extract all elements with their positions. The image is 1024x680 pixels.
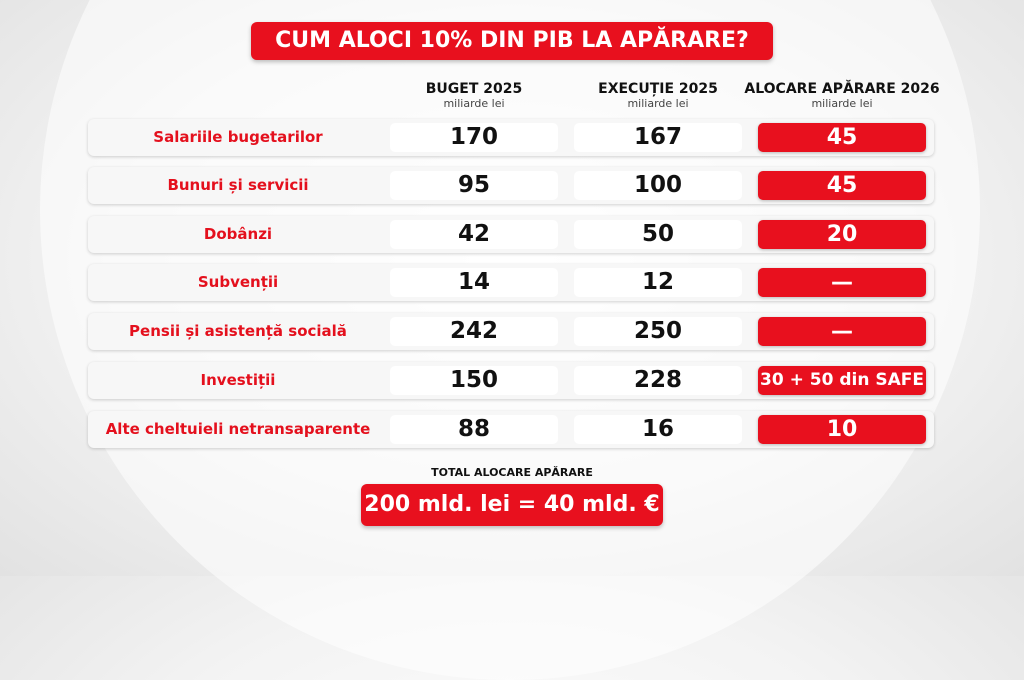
column-header-alocare: ALOCARE APĂRARE 2026 miliarde lei bbox=[742, 81, 942, 110]
column-header-executie-unit: miliarde lei bbox=[627, 97, 689, 110]
row-label: Investiții bbox=[200, 371, 276, 389]
alocare-value: 45 bbox=[758, 123, 926, 152]
buget-value: 42 bbox=[390, 220, 558, 249]
executie-value: 100 bbox=[574, 171, 742, 200]
table-row: Alte cheltuieli netransaparente 88 16 10 bbox=[88, 411, 934, 448]
buget-value: 170 bbox=[390, 123, 558, 152]
alocare-value: — bbox=[758, 268, 926, 297]
row-label: Subvenții bbox=[197, 273, 279, 291]
table-row: Pensii și asistență socială 242 250 — bbox=[88, 313, 934, 350]
page-title: CUM ALOCI 10% DIN PIB LA APĂRARE? bbox=[251, 22, 773, 60]
table-row: Salariile bugetarilor 170 167 45 bbox=[88, 119, 934, 156]
table-row: Bunuri și servicii 95 100 45 bbox=[88, 167, 934, 204]
row-label: Salariile bugetarilor bbox=[153, 128, 323, 146]
total-value: 200 mld. lei = 40 mld. € bbox=[361, 484, 663, 526]
executie-value: 50 bbox=[574, 220, 742, 249]
row-label: Alte cheltuieli netransaparente bbox=[105, 420, 371, 438]
buget-value: 242 bbox=[390, 317, 558, 346]
alocare-value: 45 bbox=[758, 171, 926, 200]
row-label: Pensii și asistență socială bbox=[129, 322, 347, 340]
buget-value: 150 bbox=[390, 366, 558, 395]
executie-value: 167 bbox=[574, 123, 742, 152]
column-header-executie: EXECUȚIE 2025 miliarde lei bbox=[574, 81, 742, 110]
column-header-alocare-title: ALOCARE APĂRARE 2026 bbox=[744, 81, 940, 97]
table-row: Dobânzi 42 50 20 bbox=[88, 216, 934, 253]
alocare-value: 20 bbox=[758, 220, 926, 249]
buget-value: 88 bbox=[390, 415, 558, 444]
alocare-value: — bbox=[758, 317, 926, 346]
alocare-value: 30 + 50 din SAFE bbox=[758, 366, 926, 395]
column-header-executie-title: EXECUȚIE 2025 bbox=[598, 81, 718, 97]
column-header-buget: BUGET 2025 miliarde lei bbox=[390, 81, 558, 110]
executie-value: 250 bbox=[574, 317, 742, 346]
table-row: Subvenții 14 12 — bbox=[88, 264, 934, 301]
executie-value: 12 bbox=[574, 268, 742, 297]
buget-value: 14 bbox=[390, 268, 558, 297]
row-label: Dobânzi bbox=[203, 225, 273, 243]
total-label: TOTAL ALOCARE APĂRARE bbox=[431, 466, 593, 479]
table-row: Investiții 150 228 30 + 50 din SAFE bbox=[88, 362, 934, 399]
alocare-value: 10 bbox=[758, 415, 926, 444]
column-header-buget-unit: miliarde lei bbox=[443, 97, 505, 110]
executie-value: 228 bbox=[574, 366, 742, 395]
executie-value: 16 bbox=[574, 415, 742, 444]
row-label: Bunuri și servicii bbox=[167, 176, 309, 194]
column-header-buget-title: BUGET 2025 bbox=[425, 81, 523, 97]
column-header-alocare-unit: miliarde lei bbox=[811, 97, 873, 110]
buget-value: 95 bbox=[390, 171, 558, 200]
